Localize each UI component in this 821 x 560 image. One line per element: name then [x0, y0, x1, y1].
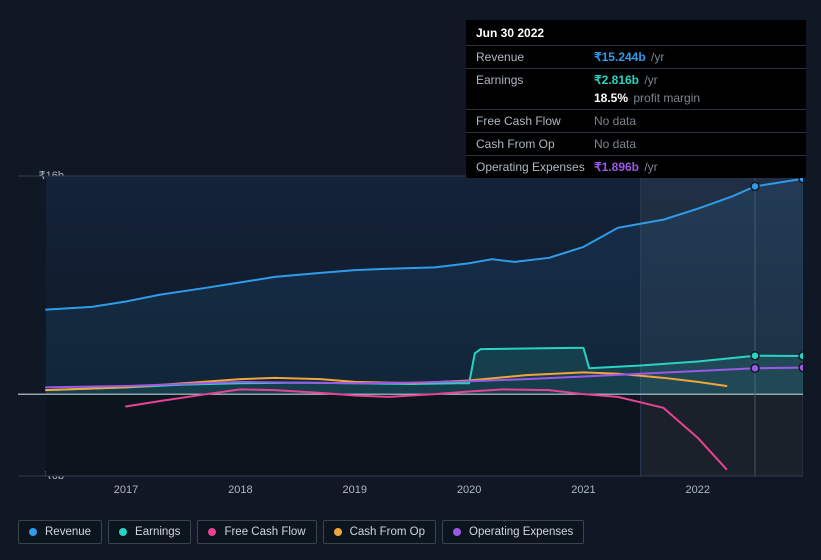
- x-axis-tick: 2020: [457, 484, 481, 496]
- line-chart[interactable]: [18, 160, 803, 498]
- tooltip-row: Revenue₹15.244b /yr: [466, 45, 806, 68]
- tooltip-row: Free Cash FlowNo data: [466, 109, 806, 132]
- tooltip-row-value: No data: [594, 137, 796, 151]
- x-axis-tick: 2021: [571, 484, 595, 496]
- legend-item-label: Free Cash Flow: [224, 526, 305, 538]
- tooltip-row-label: Operating Expenses: [476, 160, 594, 174]
- tooltip-subrow: 18.5% profit margin: [466, 91, 806, 109]
- legend-item-fcf[interactable]: Free Cash Flow: [197, 520, 316, 544]
- tooltip-row-value: ₹2.816b /yr: [594, 73, 796, 87]
- x-axis-tick: 2017: [114, 484, 138, 496]
- tooltip-row: Operating Expenses₹1.896b /yr: [466, 155, 806, 178]
- tooltip-row-label: Revenue: [476, 50, 594, 64]
- x-axis-tick: 2018: [228, 484, 252, 496]
- tooltip-row-label: Free Cash Flow: [476, 114, 594, 128]
- tooltip-date: Jun 30 2022: [466, 20, 806, 45]
- legend-dot-icon: [119, 528, 127, 536]
- tooltip-row-value: ₹15.244b /yr: [594, 50, 796, 64]
- tooltip-row-value: No data: [594, 114, 796, 128]
- legend-item-label: Operating Expenses: [469, 526, 573, 538]
- legend-item-label: Cash From Op: [350, 526, 425, 538]
- tooltip-row-label: Earnings: [476, 73, 594, 87]
- legend-dot-icon: [334, 528, 342, 536]
- tooltip-row-label: Cash From Op: [476, 137, 594, 151]
- chart-tooltip: Jun 30 2022 Revenue₹15.244b /yrEarnings₹…: [466, 20, 806, 178]
- legend-item-opex[interactable]: Operating Expenses: [442, 520, 584, 544]
- legend-item-earnings[interactable]: Earnings: [108, 520, 191, 544]
- x-axis-tick: 2022: [686, 484, 710, 496]
- x-axis: 2017 2018 2019 2020 2021 2022: [18, 484, 803, 500]
- legend-dot-icon: [208, 528, 216, 536]
- x-axis-tick: 2019: [342, 484, 366, 496]
- legend-item-revenue[interactable]: Revenue: [18, 520, 102, 544]
- legend-item-label: Earnings: [135, 526, 180, 538]
- legend-item-label: Revenue: [45, 526, 91, 538]
- tooltip-row-value: ₹1.896b /yr: [594, 160, 796, 174]
- legend-dot-icon: [453, 528, 461, 536]
- legend-item-cfo[interactable]: Cash From Op: [323, 520, 436, 544]
- legend-dot-icon: [29, 528, 37, 536]
- tooltip-row: Earnings₹2.816b /yr: [466, 68, 806, 91]
- tooltip-row: Cash From OpNo data: [466, 132, 806, 155]
- chart-legend: Revenue Earnings Free Cash Flow Cash From O…: [18, 520, 584, 544]
- chart-container: Jun 30 2022 Revenue₹15.244b /yrEarnings₹…: [0, 0, 821, 560]
